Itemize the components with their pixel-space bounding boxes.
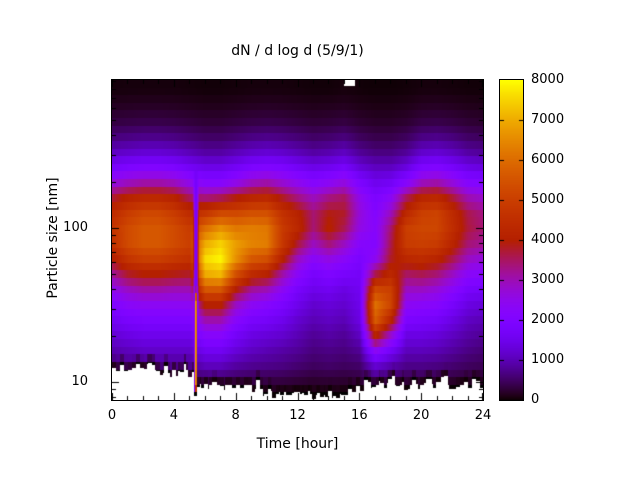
colorbar-tick-label: 6000 (531, 152, 565, 167)
x-axis-label: Time [hour] (256, 436, 339, 452)
x-tick-label: 16 (351, 408, 368, 423)
chart-title: dN / d log d (5/9/1) (231, 43, 364, 59)
x-tick-label: 20 (412, 408, 430, 423)
x-tick-label: 8 (231, 408, 240, 423)
colorbar-tick-label: 2000 (531, 312, 565, 327)
y-tick-label: 100 (63, 219, 88, 235)
colorbar-tick-label: 3000 (531, 272, 565, 287)
x-tick-label: 4 (169, 408, 178, 423)
x-tick-label: 12 (289, 408, 306, 423)
heatmap-plot-area (111, 79, 484, 401)
colorbar-canvas (500, 80, 523, 400)
colorbar-tick-label: 8000 (531, 72, 565, 87)
colorbar-tick-label: 7000 (531, 112, 565, 127)
x-tick-label: 0 (107, 408, 117, 423)
colorbar-tick-label: 4000 (531, 232, 565, 247)
colorbar-tick-label: 0 (531, 392, 540, 407)
y-tick-label: 10 (71, 373, 88, 389)
x-tick-label: 24 (474, 408, 492, 423)
y-axis-label: Particle size [nm] (45, 177, 61, 299)
heatmap-canvas (112, 80, 483, 400)
colorbar (499, 79, 524, 401)
colorbar-tick-label: 1000 (531, 352, 565, 367)
colorbar-tick-label: 5000 (531, 192, 565, 207)
